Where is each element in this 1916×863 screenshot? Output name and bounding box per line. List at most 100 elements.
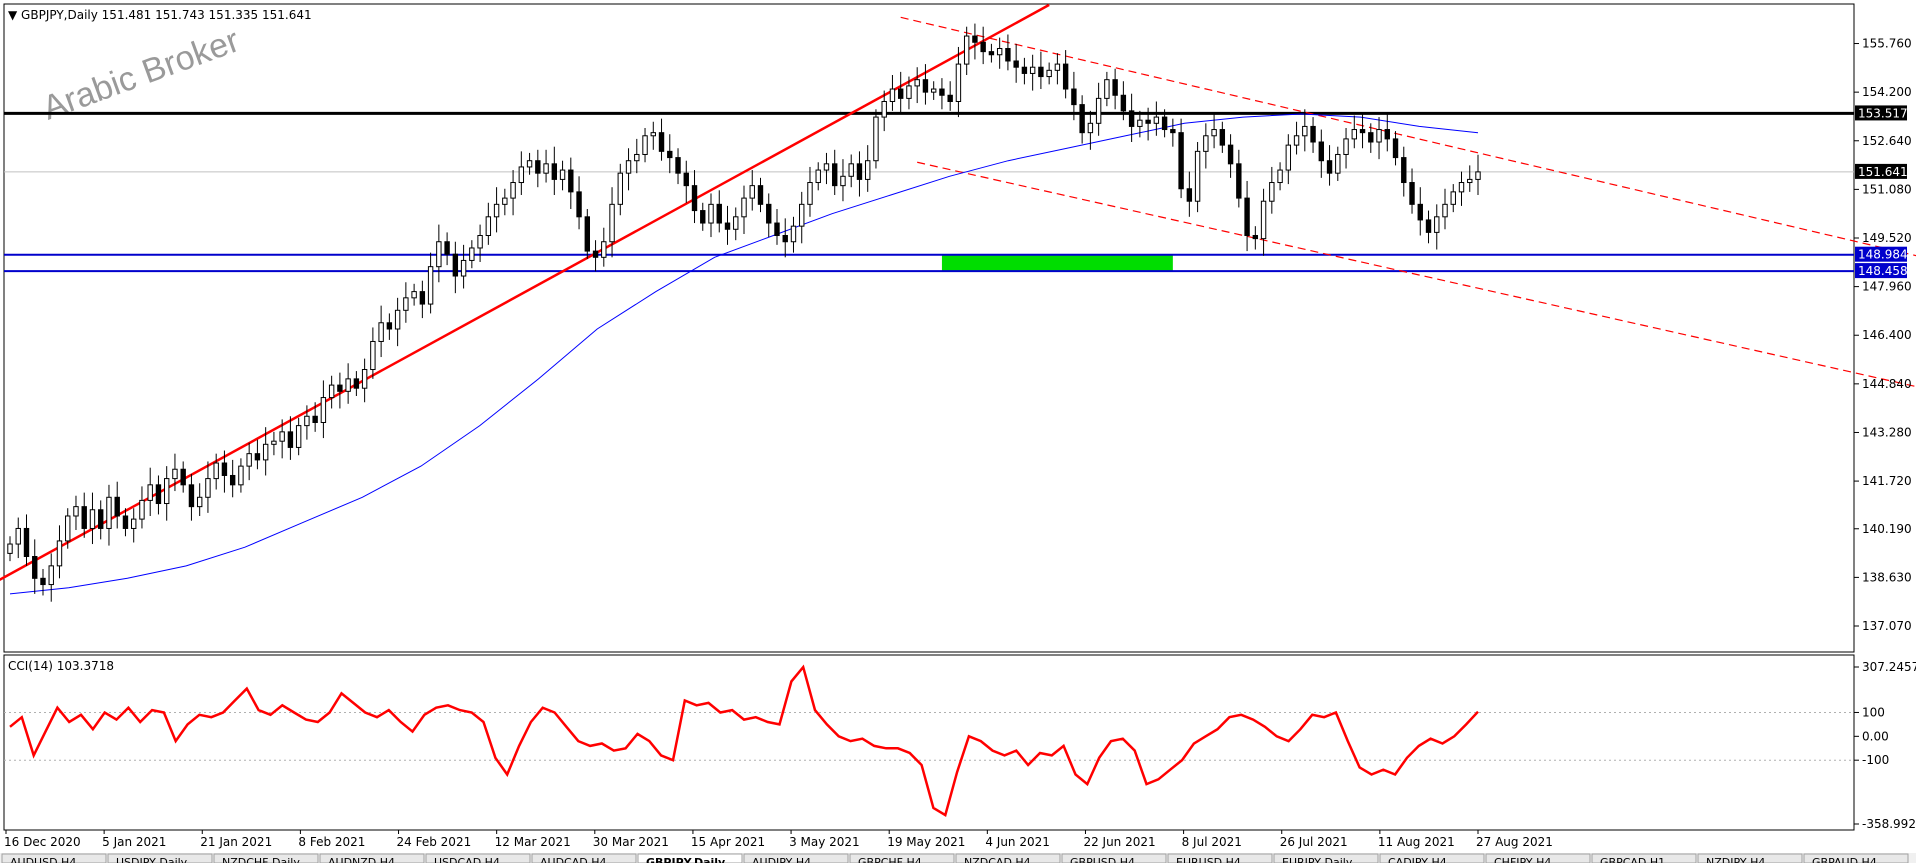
candle[interactable] [287,416,294,460]
chart-tab[interactable]: GBPAUD,H4 [1803,853,1909,863]
candle[interactable] [345,363,351,404]
candle[interactable] [1227,134,1234,178]
candle[interactable] [658,118,665,161]
chart-tab[interactable]: AUDJPY,H4 [743,853,849,863]
candle[interactable] [370,327,376,379]
candle[interactable] [444,232,450,266]
candle[interactable] [419,280,426,319]
candle[interactable] [518,151,525,195]
candle[interactable] [98,500,104,540]
candle[interactable] [23,514,30,566]
candle[interactable] [1384,113,1390,152]
candle[interactable] [807,166,813,217]
candle[interactable] [1252,226,1259,250]
chart-tab[interactable]: GBPJPY,Daily [637,853,743,863]
candle[interactable] [650,121,656,150]
candle[interactable] [1178,118,1184,199]
candle[interactable] [65,508,71,549]
candle[interactable] [328,375,335,409]
candle[interactable] [988,43,995,63]
candle[interactable] [114,481,120,529]
candle[interactable] [131,508,137,543]
candle[interactable] [221,450,228,493]
candle[interactable] [312,402,318,432]
chart-tab[interactable]: AUDUSD,H4 [1,853,107,863]
chart-tab[interactable]: NZDCAD,H4 [955,853,1061,863]
candle[interactable] [172,453,178,492]
candle[interactable] [394,297,401,347]
candle[interactable] [568,157,574,210]
candle[interactable] [832,149,838,195]
candle[interactable] [254,439,261,470]
chart-tab[interactable]: GBPUSD,H4 [1061,853,1167,863]
candle[interactable] [708,193,714,238]
candle[interactable] [972,23,978,60]
candle[interactable] [551,146,558,195]
candle[interactable] [1392,131,1399,166]
candle[interactable] [584,209,591,259]
chart-tab[interactable]: GBPCAD,H1 [1591,853,1697,863]
uptrend-line[interactable] [0,3,1050,588]
chart-tab[interactable]: EURJPY,Daily [1273,853,1379,863]
candle[interactable] [452,241,459,294]
candle[interactable] [543,149,549,183]
candle[interactable] [1409,168,1415,214]
candle[interactable] [411,283,417,306]
candle[interactable] [799,191,805,244]
candle[interactable] [56,525,63,579]
candle[interactable] [477,224,483,262]
candle[interactable] [724,205,731,245]
candle[interactable] [1310,117,1316,153]
candle[interactable] [906,76,912,110]
candle[interactable] [427,252,434,314]
candle[interactable] [295,417,302,456]
candle[interactable] [1269,166,1275,214]
candle[interactable] [229,459,236,498]
candle[interactable] [147,467,153,516]
candle[interactable] [675,148,681,185]
candle[interactable] [1450,184,1456,213]
candle[interactable] [757,177,764,213]
chart-tab[interactable]: AUDNZD,H4 [319,853,425,863]
candle[interactable] [1186,171,1193,217]
candle[interactable] [40,568,46,596]
candle[interactable] [1137,110,1143,138]
candle[interactable] [897,71,904,114]
candle[interactable] [1087,110,1094,150]
candle[interactable] [1079,95,1085,144]
candle[interactable] [1211,113,1217,149]
price-pane[interactable]: Arabic Broker ▼ GBPJPY,Daily 151.481 151… [0,3,1916,653]
candle[interactable] [1302,109,1308,152]
candle[interactable] [526,152,533,175]
candle[interactable] [163,466,170,521]
candle[interactable] [1029,54,1036,91]
candle[interactable] [741,185,747,234]
candle[interactable] [1368,123,1374,153]
dropdown-triangle-icon[interactable]: ▼ [8,8,21,22]
candle[interactable] [89,492,96,545]
candle[interactable] [493,187,500,233]
candle[interactable] [205,461,211,513]
moving-average-line[interactable] [9,113,1479,595]
candle[interactable] [1145,107,1151,141]
candle[interactable] [1244,180,1250,252]
candle[interactable] [1153,101,1160,136]
candle[interactable] [1046,62,1052,85]
candle[interactable] [403,282,409,323]
candle[interactable] [535,149,541,188]
candle[interactable] [1236,149,1242,208]
candle[interactable] [279,419,285,459]
candle[interactable] [1293,121,1300,155]
candle[interactable] [617,163,623,216]
candle[interactable] [774,209,780,245]
candle[interactable] [73,495,79,531]
candle[interactable] [1013,43,1019,83]
candle[interactable] [889,75,896,111]
candle[interactable] [1062,50,1069,99]
candle[interactable] [865,145,871,192]
candle[interactable] [106,484,112,546]
candle[interactable] [873,109,879,169]
candle[interactable] [353,371,360,397]
candle[interactable] [262,427,269,476]
candle[interactable] [963,26,970,76]
